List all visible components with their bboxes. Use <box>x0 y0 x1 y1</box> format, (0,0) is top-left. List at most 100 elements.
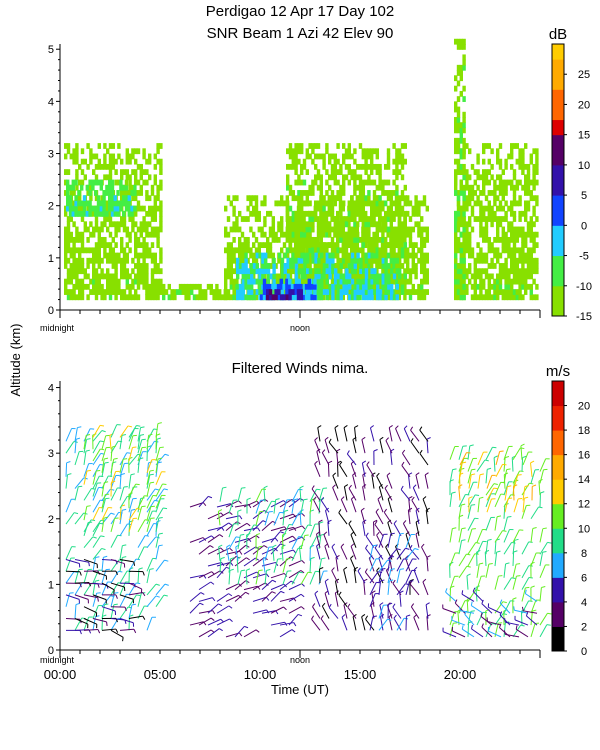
wind-barb-flag <box>113 589 115 594</box>
snr-cell <box>376 283 380 290</box>
wind-barb <box>494 530 503 543</box>
snr-cell <box>89 148 93 155</box>
snr-cell <box>515 200 519 207</box>
snr-cell <box>72 221 76 228</box>
wind-barb <box>348 488 357 501</box>
snr-cell <box>89 184 93 191</box>
snr-cell <box>330 273 334 280</box>
wind-barb <box>324 545 330 560</box>
snr-cell <box>136 257 141 264</box>
snr-cell <box>69 190 73 196</box>
snr-cell <box>247 278 251 285</box>
snr-cell <box>342 231 346 238</box>
snr-cell <box>490 273 494 280</box>
snr-cell <box>325 289 329 295</box>
snr-cell <box>72 190 76 196</box>
snr-cell <box>336 158 340 165</box>
snr-cell <box>72 263 76 269</box>
snr-cell <box>305 247 309 254</box>
wind-barb <box>198 617 212 626</box>
snr-cell <box>375 205 379 212</box>
snr-cell <box>422 242 427 249</box>
snr-cell <box>232 257 236 264</box>
wind-barb-flag <box>123 458 128 460</box>
snr-cell <box>316 205 320 212</box>
snr-cell <box>330 236 335 243</box>
snr-cell <box>302 242 307 249</box>
snr-cell <box>347 268 351 275</box>
snr-cell <box>122 247 127 254</box>
snr-cell <box>142 221 146 228</box>
snr-cell <box>325 231 329 238</box>
wind-barb <box>279 580 292 591</box>
snr-cell <box>159 200 163 207</box>
snr-cell <box>111 163 115 170</box>
snr-cell <box>529 268 533 275</box>
snr-cell <box>386 195 391 202</box>
snr-cell <box>364 216 368 222</box>
snr-cell <box>333 169 337 175</box>
snr-cell <box>420 268 424 275</box>
wind-barb-flag <box>77 426 82 429</box>
snr-cell <box>369 247 373 254</box>
snr-cell <box>456 38 461 45</box>
snr-cell <box>532 179 536 186</box>
snr-cell <box>308 252 312 259</box>
wind-barb-flag <box>419 426 423 431</box>
snr-cell <box>507 153 511 160</box>
snr-cell <box>501 169 505 175</box>
snr-cell <box>122 200 126 207</box>
snr-cell <box>510 247 514 254</box>
snr-cell <box>111 158 115 165</box>
snr-cell <box>389 263 393 269</box>
snr-cell <box>316 252 321 259</box>
snr-cell <box>224 247 228 254</box>
snr-cell <box>317 273 321 280</box>
wind-barb-flag <box>317 425 322 428</box>
snr-cell <box>462 143 466 149</box>
snr-cell <box>476 294 480 301</box>
snr-cell <box>501 216 505 222</box>
snr-cell <box>476 153 480 160</box>
snr-colorbar-swatch <box>552 210 564 226</box>
snr-cell <box>300 205 304 212</box>
wind-barb-flag <box>265 573 270 578</box>
snr-cell <box>373 289 377 295</box>
wind-barb-flag <box>530 460 535 464</box>
snr-cell <box>350 263 355 269</box>
snr-cell <box>325 226 329 233</box>
snr-cell <box>254 247 259 254</box>
wind-barb <box>471 605 484 614</box>
snr-cell <box>535 200 539 207</box>
snr-cell <box>235 278 239 285</box>
wind-barb-flag <box>481 599 484 604</box>
snr-cell <box>524 210 528 217</box>
wind-barb-flag <box>419 449 423 454</box>
snr-cell <box>89 257 93 264</box>
wind-barb <box>288 570 302 579</box>
wind-barb <box>503 563 507 578</box>
snr-cell <box>381 179 385 186</box>
snr-cell <box>454 236 458 243</box>
snr-cell <box>153 257 157 264</box>
snr-cell <box>390 289 394 295</box>
wind-barb-flag <box>133 561 136 566</box>
snr-cell <box>375 153 379 160</box>
snr-cell <box>504 184 508 191</box>
snr-cell <box>116 190 120 196</box>
snr-cell <box>411 242 415 249</box>
wind-barb-flag <box>392 603 396 608</box>
snr-cell <box>64 169 68 175</box>
snr-cell <box>392 216 396 222</box>
wind-barb <box>252 557 265 567</box>
wind-barb <box>314 463 321 477</box>
wind-barb-flag <box>110 512 115 515</box>
wind-barb-flag <box>104 457 109 460</box>
snr-cell <box>381 236 385 243</box>
snr-cell <box>100 268 104 275</box>
wind-barb <box>298 546 302 561</box>
snr-cell <box>389 200 393 207</box>
wind-barb-flag <box>105 493 110 496</box>
wind-barb-flag <box>395 425 399 429</box>
wind-barb <box>485 540 489 555</box>
